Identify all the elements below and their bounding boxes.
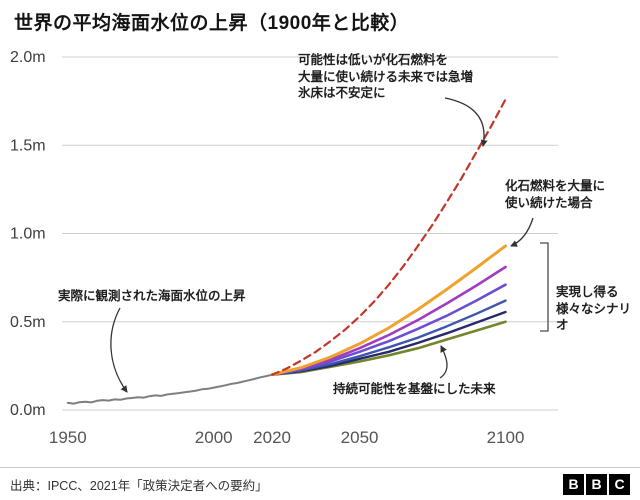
footer: 出典：IPCC、2021年「政策決定者への要約」 B B C [0,467,640,500]
y-tick-label: 0.0m [10,402,46,419]
x-tick-label: 1950 [49,428,87,447]
page-title: 世界の平均海面水位の上昇（1900年と比較） [14,13,410,34]
arrow-to-dashed-line [444,97,488,147]
x-tick-label: 2020 [253,428,291,447]
bbc-logo-letter: B [586,473,607,495]
bbc-logo: B B C [563,473,630,495]
annotation-low-confidence-scenario: 可能性は低いが化石燃料を 大量に使い続ける未来では急増 氷床は不安定に [298,53,474,100]
scenarios-range-bracket [540,242,549,332]
y-tick-label: 1.0m [10,226,46,243]
annotation-high-fossil-scenario: 化石燃料を大量に 使い続けた場合 [505,179,606,210]
bbc-logo-letter: B [563,473,584,495]
annotation-observed-sea-level: 実際に観測された海面水位の上昇 [58,289,246,303]
plot-layer: 0.0m 0.5m 1.0m 1.5m 2.0m 1950 2000 2020 2050 2100 [10,49,558,447]
series-intermediate-emissions [270,283,507,376]
source-credit: 出典：IPCC、2021年「政策決定者への要約」 [10,478,268,493]
sea-level-chart: 0.0m 0.5m 1.0m 1.5m 2.0m 1950 2000 2020 2050 2100 [10,49,558,447]
series-low-emissions [270,299,507,376]
x-tick-label: 2050 [341,428,379,447]
x-tick-label: 2100 [487,428,525,447]
series-observed-sea-level [66,373,274,405]
y-tick-label: 1.5m [10,137,46,154]
x-tick-label: 2000 [195,428,233,447]
arrow-to-orange-line [510,217,534,247]
y-tick-label: 0.5m [10,314,46,331]
bbc-logo-letter: C [609,473,630,495]
annotation-scenarios-range: 実現し得る 様々なシナリオ [556,285,632,332]
annotation-sustainable-future: 持続可能性を基盤にした未来 [333,382,496,396]
arrow-to-green-line [439,345,448,379]
y-tick-label: 2.0m [10,49,46,66]
arrow-to-observed-line [110,307,128,393]
series-low-likelihood-high-impact [271,98,507,376]
series-highest-emissions [270,244,507,377]
